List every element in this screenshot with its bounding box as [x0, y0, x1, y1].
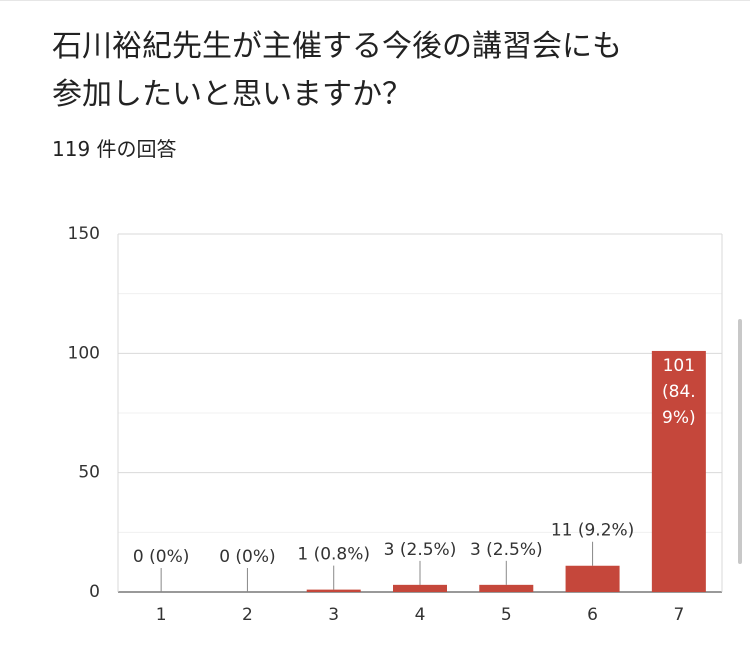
- bar: [306, 589, 361, 592]
- y-tick-label: 150: [68, 224, 100, 244]
- value-label: 3 (2.5%): [470, 540, 543, 560]
- bar: [393, 584, 447, 592]
- y-tick-label: 100: [68, 343, 100, 363]
- x-tick-label: 2: [242, 605, 253, 625]
- scrollbar: [738, 319, 742, 564]
- value-label: 1 (0.8%): [297, 545, 370, 565]
- bar: [479, 584, 534, 592]
- y-tick-label: 0: [89, 582, 100, 602]
- value-label: 0 (0%): [133, 547, 189, 567]
- x-tick-label: 4: [415, 605, 426, 625]
- x-tick-label: 5: [501, 605, 512, 625]
- bar: [651, 350, 706, 592]
- x-tick-label: 6: [587, 605, 598, 625]
- value-label: 11 (9.2%): [551, 521, 635, 541]
- response-count: 119 件の回答: [52, 137, 177, 161]
- value-label: 0 (0%): [219, 547, 275, 567]
- y-tick-label: 50: [78, 463, 100, 483]
- value-label: 101 (84.9%): [662, 355, 696, 428]
- value-label: 3 (2.5%): [384, 540, 457, 560]
- x-tick-label: 3: [328, 605, 339, 625]
- bar: [565, 565, 620, 592]
- x-tick-label: 7: [673, 605, 684, 625]
- x-tick-label: 1: [156, 605, 167, 625]
- chart-title: 石川裕紀先生が主催する今後の講習会にも参加したいと思いますか？: [52, 29, 622, 112]
